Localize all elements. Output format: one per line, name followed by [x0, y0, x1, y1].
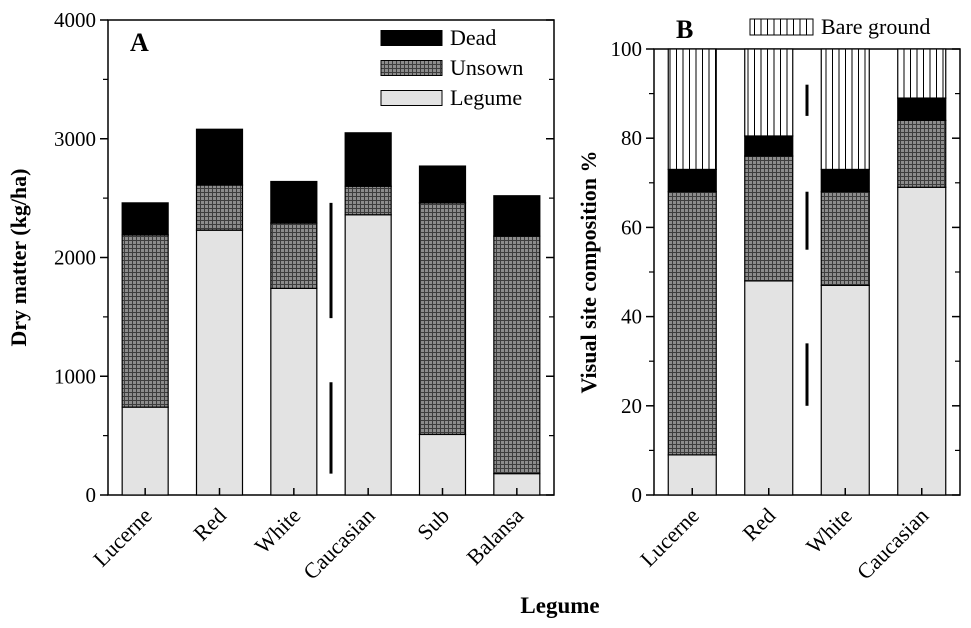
bar-dead-red	[744, 135, 794, 157]
y-tick-label: 20	[621, 394, 642, 418]
bar-dead-sub	[418, 165, 467, 204]
y-tick-label: 100	[611, 37, 643, 61]
bar-dead-red	[195, 128, 244, 186]
x-tick-label: Caucasian	[852, 503, 934, 585]
y-tick-label: 40	[621, 305, 642, 329]
legend-swatch-dead	[380, 30, 443, 46]
bar-dead-balansa	[493, 195, 541, 237]
bar-unsown-lucerne	[667, 191, 717, 456]
bar-unsown-white	[820, 191, 870, 286]
legend-swatch-bare-ground	[749, 18, 814, 36]
y-axis-label: Dry matter (kg/ha)	[6, 169, 31, 347]
y-tick-label: 4000	[54, 8, 96, 32]
bar-legume-red	[195, 229, 244, 496]
bar-legume-caucasian	[344, 214, 392, 496]
x-tick-label: White	[250, 503, 306, 559]
legend-swatch-legume	[380, 90, 443, 106]
bar-bare-ground-red	[744, 48, 794, 137]
panel-label: B	[676, 15, 693, 44]
bar-legume-white	[820, 284, 870, 496]
bar-dead-lucerne	[121, 202, 169, 236]
bar-legume-sub	[418, 433, 467, 496]
y-tick-label: 60	[621, 215, 642, 239]
bar-unsown-caucasian	[897, 119, 947, 188]
bar-bare-ground-lucerne	[667, 48, 717, 171]
x-tick-label: Red	[188, 503, 231, 546]
x-tick-label: Caucasian	[298, 503, 380, 585]
legend-label-legume: Legume	[450, 85, 522, 110]
bar-unsown-red	[744, 155, 794, 282]
x-tick-label: Red	[738, 503, 781, 546]
bar-dead-white	[820, 168, 870, 193]
legend-swatch-unsown	[380, 60, 443, 76]
x-tick-label: Lucerne	[635, 503, 704, 572]
y-axis-label: Visual site composition %	[576, 150, 601, 393]
legend-label-dead: Dead	[450, 25, 496, 50]
bar-unsown-white	[270, 222, 318, 289]
y-tick-label: 3000	[54, 127, 96, 151]
legend-label-unsown: Unsown	[450, 55, 523, 80]
bar-dead-caucasian	[344, 132, 392, 187]
bar-unsown-caucasian	[344, 185, 392, 216]
bar-bare-ground-caucasian	[897, 48, 947, 99]
bar-dead-lucerne	[667, 168, 717, 193]
bar-unsown-red	[195, 184, 244, 231]
y-tick-label: 0	[632, 483, 643, 507]
y-tick-label: 2000	[54, 246, 96, 270]
legend-label-bare-ground: Bare ground	[821, 14, 930, 39]
y-tick-label: 0	[86, 483, 97, 507]
panel-label: A	[130, 28, 149, 57]
bar-legume-caucasian	[897, 186, 947, 496]
bar-dead-white	[270, 180, 318, 224]
bar-unsown-balansa	[493, 235, 541, 475]
x-tick-label: Sub	[412, 503, 454, 545]
y-tick-label: 80	[621, 126, 642, 150]
panel-b-chart: 0 20 40 60 80 100 Visual site composition % B Lu…	[576, 14, 961, 585]
x-tick-label: White	[801, 503, 857, 559]
bar-legume-white	[270, 287, 318, 496]
bar-legume-lucerne	[121, 406, 169, 496]
bar-legume-red	[744, 280, 794, 496]
bar-bare-ground-white	[820, 48, 870, 171]
y-tick-label: 1000	[54, 364, 96, 388]
panel-a-chart: 0 1000 2000 3000 4000 Dry matter (kg/ha) A Luce…	[6, 8, 555, 585]
x-tick-label: Lucerne	[88, 503, 157, 572]
bar-dead-caucasian	[897, 97, 947, 121]
x-axis-title: Legume	[520, 593, 599, 618]
bar-unsown-sub	[418, 202, 467, 436]
x-tick-label: Balansa	[461, 503, 528, 570]
bar-unsown-lucerne	[121, 234, 169, 408]
